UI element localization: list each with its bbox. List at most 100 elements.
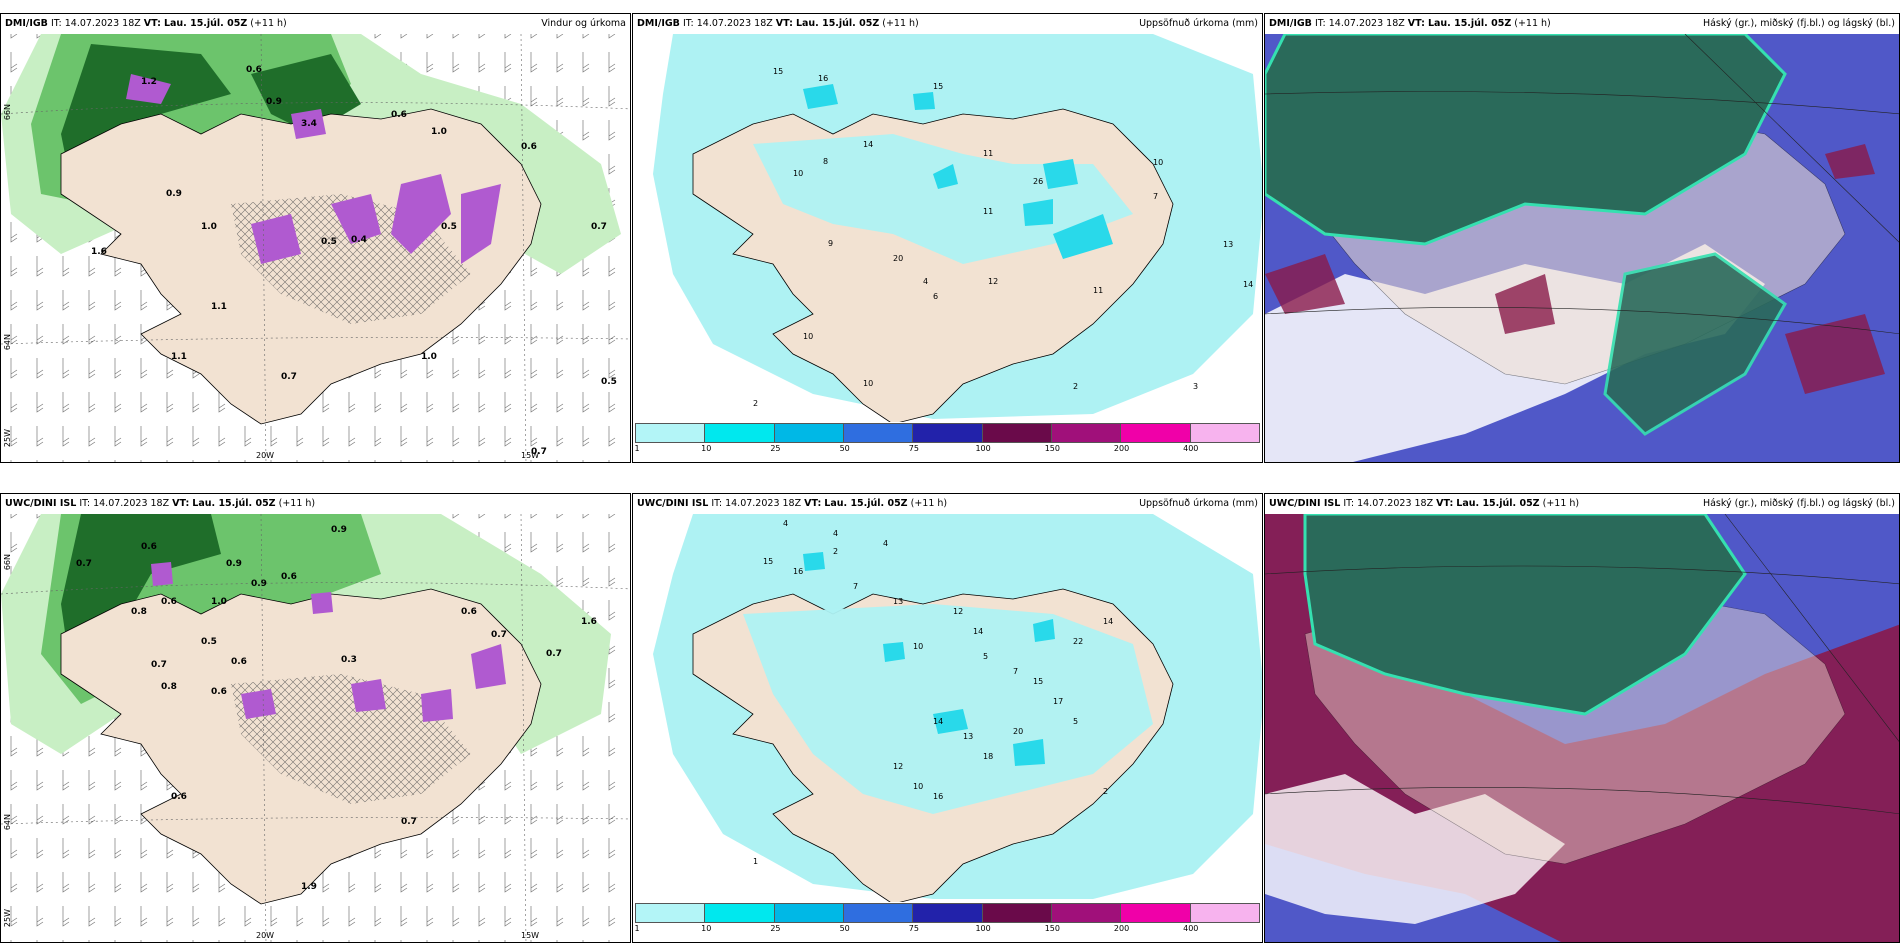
map-panel-clouds-dmi: DMI/IGB IT: 14.07.2023 18Z VT: Lau. 15.j… — [1264, 13, 1900, 463]
colorbar: 1 10 25 50 75 100 150 200 400 — [633, 422, 1262, 462]
colorbar-tick-label: 50 — [839, 924, 850, 933]
map-value-label: 16 — [818, 74, 828, 83]
colorbar-tick-label: 75 — [908, 924, 919, 933]
map-value-label: 6 — [933, 292, 938, 301]
map-value-label: 0.6 — [211, 687, 227, 697]
colorbar-cell — [774, 424, 844, 442]
colorbar-cell — [982, 904, 1052, 922]
colorbar-tick-label: 50 — [839, 444, 850, 453]
valid-label: VT: — [172, 498, 190, 509]
map-value-label: 3.4 — [301, 119, 317, 129]
model-name: DMI/IGB — [637, 18, 680, 29]
map-value-label: 0.6 — [521, 142, 537, 152]
colorbar-tick-label: 1 — [634, 924, 640, 933]
accum-precip-map: 15 16 15 14 11 8 10 11 26 10 9 7 20 12 6 13 4 14 11 3 10 2 10 2 — [633, 34, 1262, 425]
map-value-label: 0.7 — [281, 372, 297, 382]
colorbar-cell — [774, 904, 844, 922]
wind-precip-map: 0.9 0.6 0.9 0.6 0.9 1.0 0.7 0.6 0.8 0.5 0.3 0.6 0.7 0… — [1, 513, 630, 942]
mid-cloud-patches — [1265, 144, 1885, 394]
colorbar-cell — [705, 904, 775, 922]
model-name: UWC/DINI ISL — [637, 498, 709, 509]
colorbar-cell — [705, 424, 775, 442]
map-value-label: 12 — [893, 762, 903, 771]
colorbar-tick-label: 200 — [1113, 444, 1130, 453]
colorbar-tick-label: 400 — [1183, 924, 1199, 933]
panel-title: Uppsöfnuð úrkoma (mm) — [1139, 498, 1258, 509]
model-name: UWC/DINI ISL — [5, 498, 77, 509]
map-value-label: 2 — [753, 399, 758, 408]
lead-time: (+11 h) — [910, 498, 948, 509]
colorbar-cell — [636, 904, 706, 922]
valid-time: Lau. 15.júl. 05Z — [192, 498, 276, 509]
map-value-label: 0.9 — [226, 559, 242, 569]
panel-title: Háský (gr.), miðský (fj.bl.) og lágský (… — [1702, 18, 1895, 29]
colorbar-tick-label: 25 — [770, 924, 781, 933]
valid-label: VT: — [1407, 18, 1425, 29]
map-value-label: 16 — [793, 567, 803, 576]
panel-header: DMI/IGB IT: 14.07.2023 18Z VT: Lau. 15.j… — [1265, 14, 1899, 34]
map-panel-wind-precip-uwc: UWC/DINI ISL IT: 14.07.2023 18Z VT: Lau.… — [0, 493, 631, 943]
map-value-label: 1.9 — [301, 882, 317, 892]
colorbar-cell — [843, 424, 914, 442]
valid-label: VT: — [1436, 498, 1454, 509]
lat-label-64n: 64N — [3, 334, 12, 351]
init-time: IT: 14.07.2023 18Z — [1314, 18, 1405, 29]
clear-sky-area — [1265, 774, 1565, 924]
valid-time: Lau. 15.júl. 05Z — [824, 498, 908, 509]
init-time: IT: 14.07.2023 18Z — [1343, 498, 1434, 509]
map-value-label: 0.6 — [391, 110, 407, 120]
map-value-label: 0.6 — [461, 607, 477, 617]
map-value-label: 0.4 — [351, 235, 367, 245]
map-value-label: 15 — [933, 82, 943, 91]
init-time: IT: 14.07.2023 18Z — [50, 18, 141, 29]
map-value-label: 0.6 — [246, 65, 262, 75]
map-value-label: 9 — [828, 239, 833, 248]
map-value-label: 10 — [913, 782, 923, 791]
map-value-label: 17 — [1053, 697, 1063, 706]
high-cloud-layer — [1265, 32, 1787, 246]
lat-label-66n: 66N — [3, 554, 12, 571]
colorbar-tick-label: 10 — [701, 924, 712, 933]
map-value-label: 2 — [833, 547, 838, 556]
map-value-label: 0.8 — [131, 607, 147, 617]
map-value-label: 0.7 — [531, 447, 547, 457]
colorbar-cell — [1190, 424, 1259, 442]
high-cloud-layer — [1303, 512, 1747, 716]
map-value-label: 0.7 — [76, 559, 92, 569]
valid-label: VT: — [775, 18, 793, 29]
map-value-label: 13 — [963, 732, 973, 741]
colorbar-tick-label: 200 — [1113, 924, 1130, 933]
map-value-label: 10 — [1153, 158, 1163, 167]
colorbar-cell — [1051, 424, 1122, 442]
map-value-label: 0.7 — [151, 660, 167, 670]
map-value-label: 4 — [833, 529, 838, 538]
light-precip-over-land — [743, 604, 1153, 814]
map-value-label: 18 — [983, 752, 993, 761]
map-value-label: 10 — [803, 332, 813, 341]
map-value-label: 0.9 — [331, 525, 347, 535]
colorbar-tick-label: 400 — [1183, 444, 1199, 453]
map-value-label: 11 — [1093, 286, 1103, 295]
colorbar-cell — [843, 904, 914, 922]
map-value-label: 0.9 — [266, 97, 282, 107]
glacier-hatch — [231, 674, 471, 804]
map-value-label: 0.5 — [201, 637, 217, 647]
map-value-label: 12 — [953, 607, 963, 616]
lead-time: (+11 h) — [278, 498, 316, 509]
colorbar-cell — [636, 424, 706, 442]
colorbar-cell — [913, 904, 983, 922]
colorbar-tick-label: 1 — [634, 444, 640, 453]
map-value-label: 2 — [1103, 787, 1108, 796]
model-name: DMI/IGB — [1269, 18, 1312, 29]
map-value-label: 11 — [983, 149, 993, 158]
map-value-label: 1 — [753, 857, 758, 866]
colorbar-tick-label: 10 — [701, 444, 712, 453]
map-value-label: 15 — [773, 67, 783, 76]
map-value-label: 0.9 — [166, 189, 182, 199]
panel-header: UWC/DINI ISL IT: 14.07.2023 18Z VT: Lau.… — [1, 494, 630, 514]
map-value-label: 13 — [893, 597, 903, 606]
valid-time: Lau. 15.júl. 05Z — [1427, 18, 1512, 29]
map-value-label: 4 — [783, 519, 788, 528]
map-value-label: 14 — [973, 627, 983, 636]
colorbar: 1 10 25 50 75 100 150 200 400 — [633, 902, 1262, 942]
